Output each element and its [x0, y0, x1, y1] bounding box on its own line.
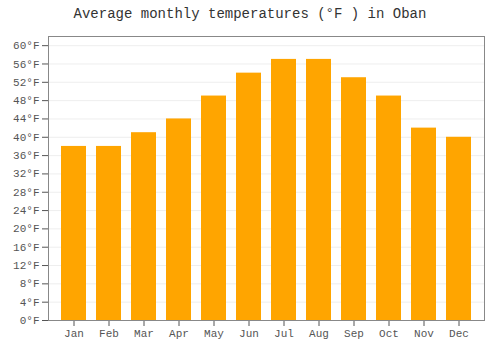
- svg-text:40°F: 40°F: [13, 132, 39, 144]
- svg-text:Aug: Aug: [309, 328, 329, 340]
- svg-text:Apr: Apr: [169, 328, 189, 340]
- svg-text:Jun: Jun: [239, 328, 259, 340]
- svg-text:52°F: 52°F: [13, 77, 39, 89]
- svg-text:Jan: Jan: [64, 328, 84, 340]
- svg-text:24°F: 24°F: [13, 205, 39, 217]
- svg-text:Mar: Mar: [134, 328, 154, 340]
- svg-text:56°F: 56°F: [13, 59, 39, 71]
- svg-text:Feb: Feb: [99, 328, 119, 340]
- svg-text:60°F: 60°F: [13, 40, 39, 52]
- svg-text:Sep: Sep: [344, 328, 364, 340]
- svg-text:4°F: 4°F: [20, 297, 40, 309]
- svg-text:Dec: Dec: [449, 328, 469, 340]
- svg-text:Nov: Nov: [414, 328, 434, 340]
- svg-text:36°F: 36°F: [13, 150, 39, 162]
- svg-text:32°F: 32°F: [13, 168, 39, 180]
- svg-text:20°F: 20°F: [13, 223, 39, 235]
- svg-text:44°F: 44°F: [13, 113, 39, 125]
- svg-text:Jul: Jul: [274, 328, 294, 340]
- svg-text:8°F: 8°F: [20, 278, 40, 290]
- svg-text:12°F: 12°F: [13, 260, 39, 272]
- svg-text:28°F: 28°F: [13, 187, 39, 199]
- html-text:Average monthly temperatures (: Average monthly temperatures (°F ) in Ob…: [73, 6, 427, 22]
- svg-text:Oct: Oct: [379, 328, 399, 340]
- svg-text:May: May: [204, 328, 224, 340]
- svg-text:16°F: 16°F: [13, 242, 39, 254]
- svg-text:0°F: 0°F: [20, 315, 40, 327]
- svg-text:48°F: 48°F: [13, 95, 39, 107]
